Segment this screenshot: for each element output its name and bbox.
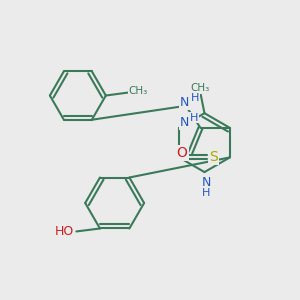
Text: CH₃: CH₃: [129, 86, 148, 96]
Text: N: N: [180, 96, 189, 110]
Text: CH₃: CH₃: [190, 83, 210, 93]
Text: O: O: [176, 146, 188, 160]
Text: H: H: [202, 188, 210, 198]
Text: H: H: [190, 112, 199, 123]
Text: N: N: [180, 116, 189, 129]
Text: H: H: [191, 93, 200, 103]
Text: N: N: [201, 176, 211, 189]
Text: S: S: [209, 150, 218, 164]
Text: HO: HO: [54, 225, 74, 238]
